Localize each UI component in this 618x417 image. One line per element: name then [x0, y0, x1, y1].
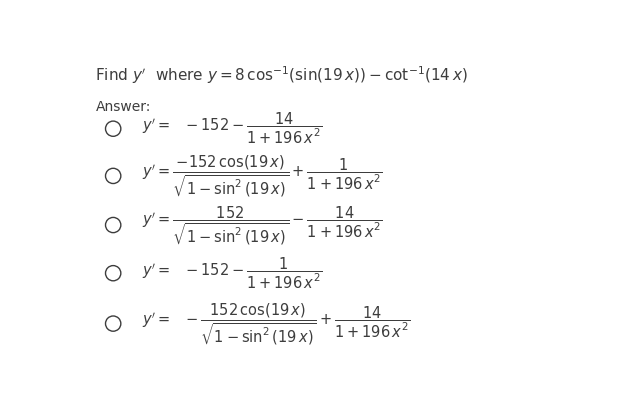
Text: $y' = \dfrac{152}{\sqrt{1-\sin^2(19\,x)}} - \dfrac{14}{1+196\,x^2}$: $y' = \dfrac{152}{\sqrt{1-\sin^2(19\,x)}… [142, 204, 383, 246]
Text: $y' =\ \ -152 - \dfrac{1}{1+196\,x^2}$: $y' =\ \ -152 - \dfrac{1}{1+196\,x^2}$ [142, 256, 322, 291]
Text: $y' =\ \ -\dfrac{152\,\cos(19\,x)}{\sqrt{1-\sin^2(19\,x)}} + \dfrac{14}{1+196\,x: $y' =\ \ -\dfrac{152\,\cos(19\,x)}{\sqrt… [142, 301, 410, 346]
Text: $y' = \dfrac{-152\,\cos(19\,x)}{\sqrt{1-\sin^2(19\,x)}} + \dfrac{1}{1+196\,x^2}$: $y' = \dfrac{-152\,\cos(19\,x)}{\sqrt{1-… [142, 153, 383, 198]
Text: Answer:: Answer: [95, 100, 151, 114]
Text: $y' =\ \ -152 - \dfrac{14}{1+196\,x^2}$: $y' =\ \ -152 - \dfrac{14}{1+196\,x^2}$ [142, 111, 322, 146]
Text: Find $y'$  where $y = 8\,\mathrm{cos}^{-1}(\sin(19\,x)) - \mathrm{cot}^{-1}(14\,: Find $y'$ where $y = 8\,\mathrm{cos}^{-1… [95, 65, 468, 86]
